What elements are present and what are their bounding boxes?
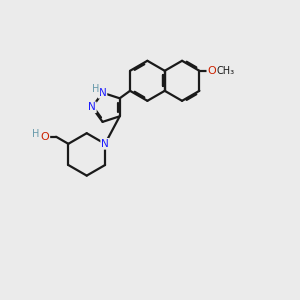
Text: N: N [99, 88, 106, 98]
Text: H: H [32, 129, 39, 140]
Text: O: O [207, 66, 216, 76]
Text: N: N [101, 139, 109, 149]
Text: H: H [92, 84, 100, 94]
Text: O: O [40, 132, 49, 142]
Text: CH₃: CH₃ [217, 66, 235, 76]
Text: N: N [88, 102, 96, 112]
